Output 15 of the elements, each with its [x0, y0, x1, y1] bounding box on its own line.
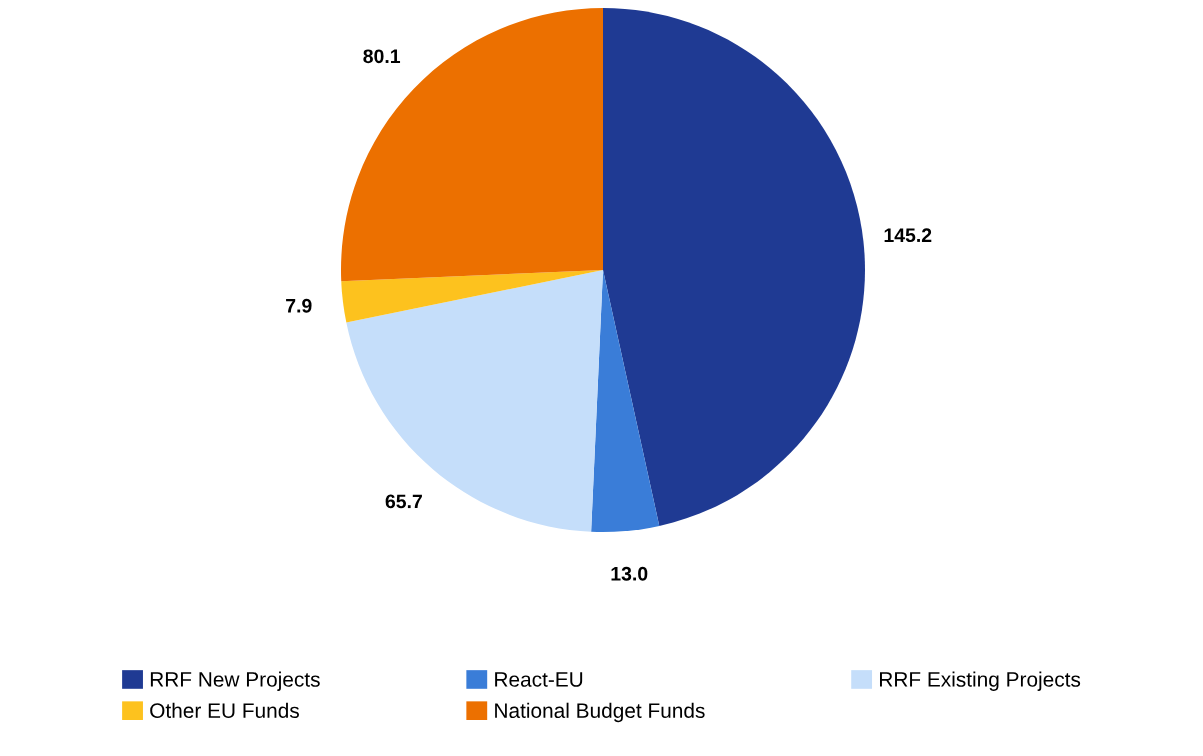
- data-label: 65.7: [385, 494, 422, 509]
- pie-slice: [591, 270, 660, 532]
- legend-label: Other EU Funds: [150, 702, 299, 719]
- legend-label: RRF Existing Projects: [880, 671, 1081, 691]
- pie-slice: [341, 270, 603, 323]
- data-label: 145.2: [884, 228, 932, 243]
- data-label: 7.9: [286, 298, 312, 313]
- legend-label: RRF New Projects: [150, 671, 320, 691]
- legend-label: React-EU: [495, 672, 583, 687]
- pie-slice: [603, 8, 865, 526]
- legend-label: National Budget Funds: [495, 702, 705, 723]
- data-label: 13.0: [611, 566, 648, 581]
- pie-slice: [346, 270, 603, 532]
- pie-slice: [341, 8, 603, 282]
- data-label: 80.1: [363, 49, 401, 64]
